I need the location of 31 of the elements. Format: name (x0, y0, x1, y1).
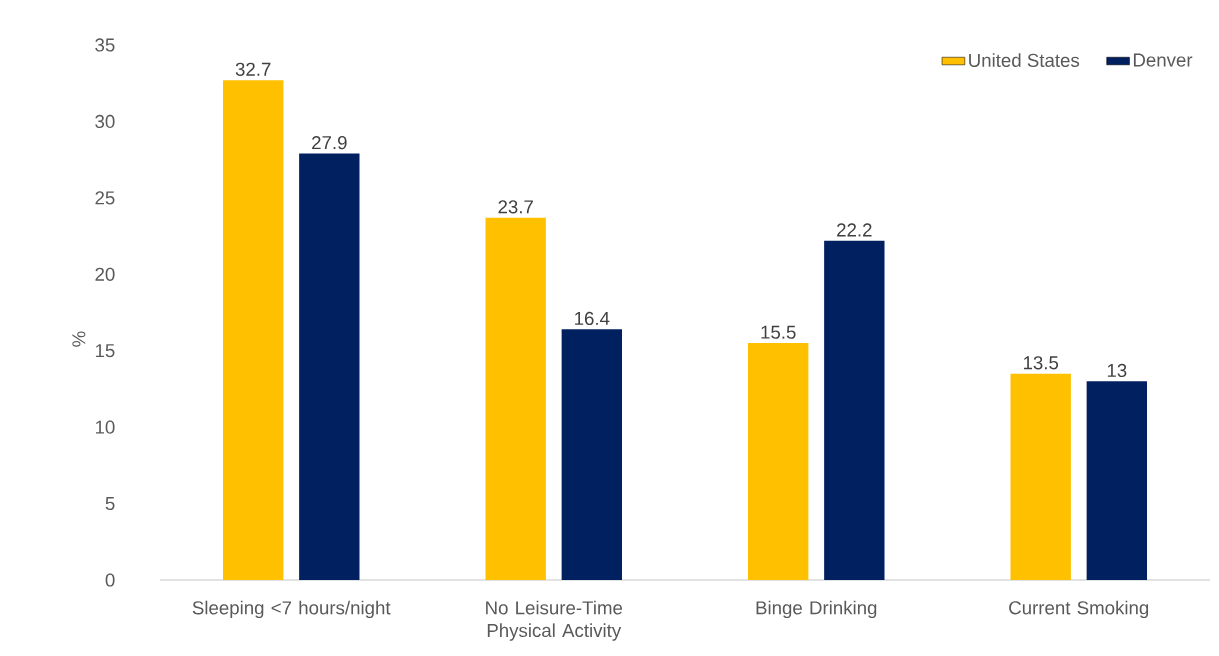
legend-label: Denver (1133, 53, 1193, 67)
x-tick-label: Current Smoking (1009, 600, 1149, 619)
legend-label: United States (969, 53, 1080, 67)
y-tick-label: 35 (95, 38, 115, 52)
bar (299, 153, 360, 580)
y-tick-label: 5 (105, 497, 115, 511)
data-label: 22.2 (837, 223, 872, 237)
bar (1086, 381, 1148, 580)
data-label: 15.5 (761, 325, 796, 339)
y-axis-title: % (72, 331, 86, 347)
y-tick-label: 20 (95, 267, 115, 281)
data-label: 13.5 (1023, 356, 1059, 370)
bar (561, 329, 623, 580)
bar (485, 217, 546, 580)
data-label: 13 (1107, 363, 1127, 378)
y-tick-label: 0 (105, 573, 115, 587)
y-tick-label: 10 (95, 420, 115, 434)
y-tick-label: 25 (95, 191, 115, 205)
data-label: 16.4 (575, 311, 610, 326)
y-tick-label: 30 (95, 114, 115, 129)
bar (1010, 373, 1071, 580)
data-label: 32.7 (235, 62, 271, 76)
x-tick-label: No Leisure-Time Physical Activity (486, 600, 623, 641)
bar (223, 80, 284, 580)
bar (748, 343, 809, 580)
x-tick-label: Sleeping <7 hours/night (192, 600, 391, 619)
data-label: 23.7 (498, 200, 533, 214)
data-label: 27.9 (312, 136, 347, 150)
y-tick-label: 15 (95, 344, 115, 358)
x-tick-label: Binge Drinking (756, 600, 877, 619)
bar (824, 240, 885, 580)
